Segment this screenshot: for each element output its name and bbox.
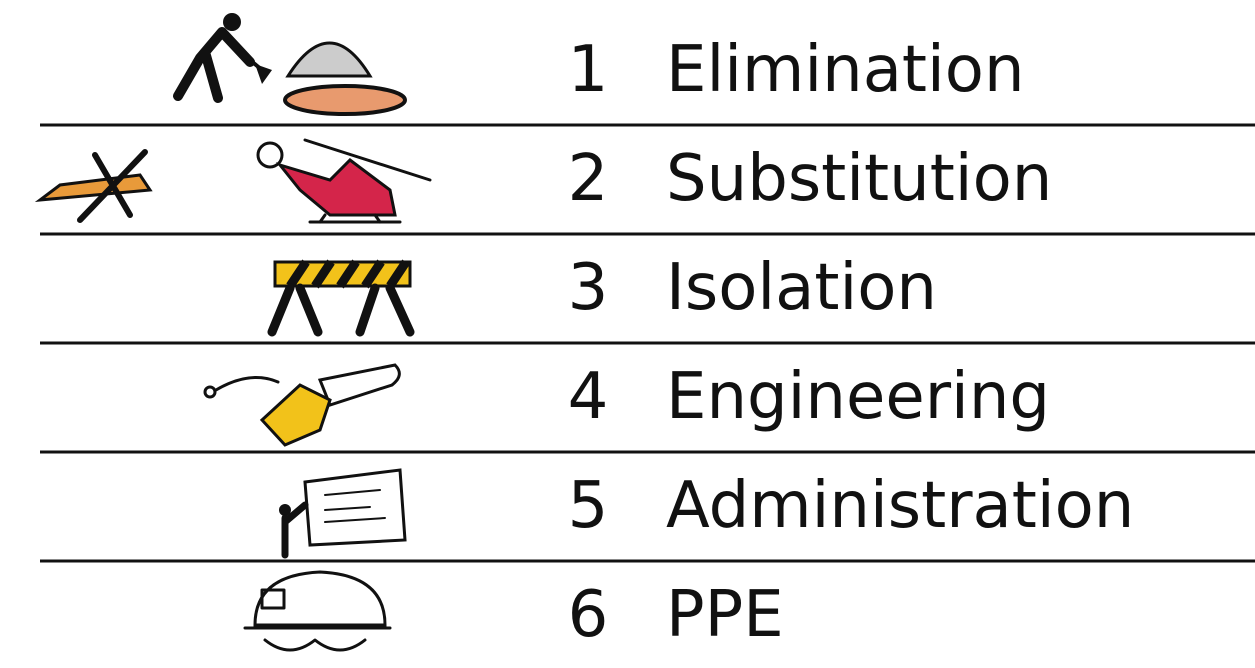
row-label: Engineering [666, 360, 1050, 434]
row-label: Substitution [666, 142, 1052, 216]
isolation-icon [267, 259, 415, 337]
elimination-icon [173, 13, 407, 116]
administration-icon [279, 468, 407, 559]
ppe-icon [243, 570, 392, 652]
row-label: Elimination [666, 33, 1025, 107]
row-label: Isolation [666, 251, 937, 325]
substitution-icon [34, 138, 432, 224]
row-number: 5 [568, 469, 609, 543]
row-number: 6 [568, 578, 609, 652]
row-number: 4 [568, 360, 609, 434]
engineering-icon [203, 363, 401, 447]
row-number: 2 [568, 142, 609, 216]
row-label: Administration [666, 469, 1134, 543]
row-number: 1 [568, 33, 609, 107]
row-label: PPE [666, 578, 784, 652]
row-number: 3 [568, 251, 609, 325]
